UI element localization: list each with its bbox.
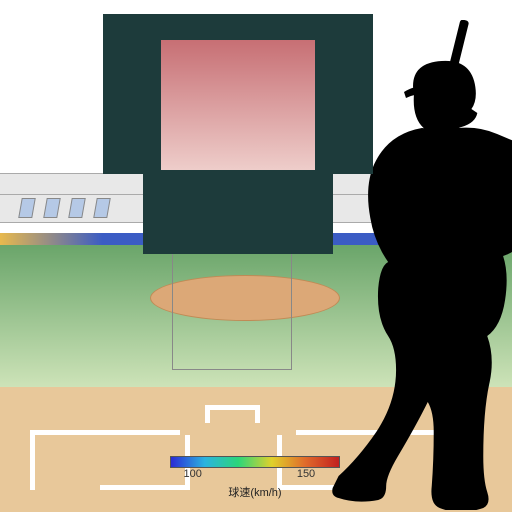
plate-line	[205, 405, 210, 423]
pitch-speed-scene: 100150 球速(km/h)	[0, 0, 512, 512]
plate-line	[255, 405, 260, 423]
plate-line	[30, 430, 180, 435]
scoreboard	[103, 14, 373, 174]
scoreboard-base	[143, 174, 333, 254]
scoreboard-screen	[161, 40, 315, 170]
plate-line	[30, 430, 35, 490]
plate-line	[208, 405, 256, 410]
legend-tick: 100	[183, 468, 201, 480]
